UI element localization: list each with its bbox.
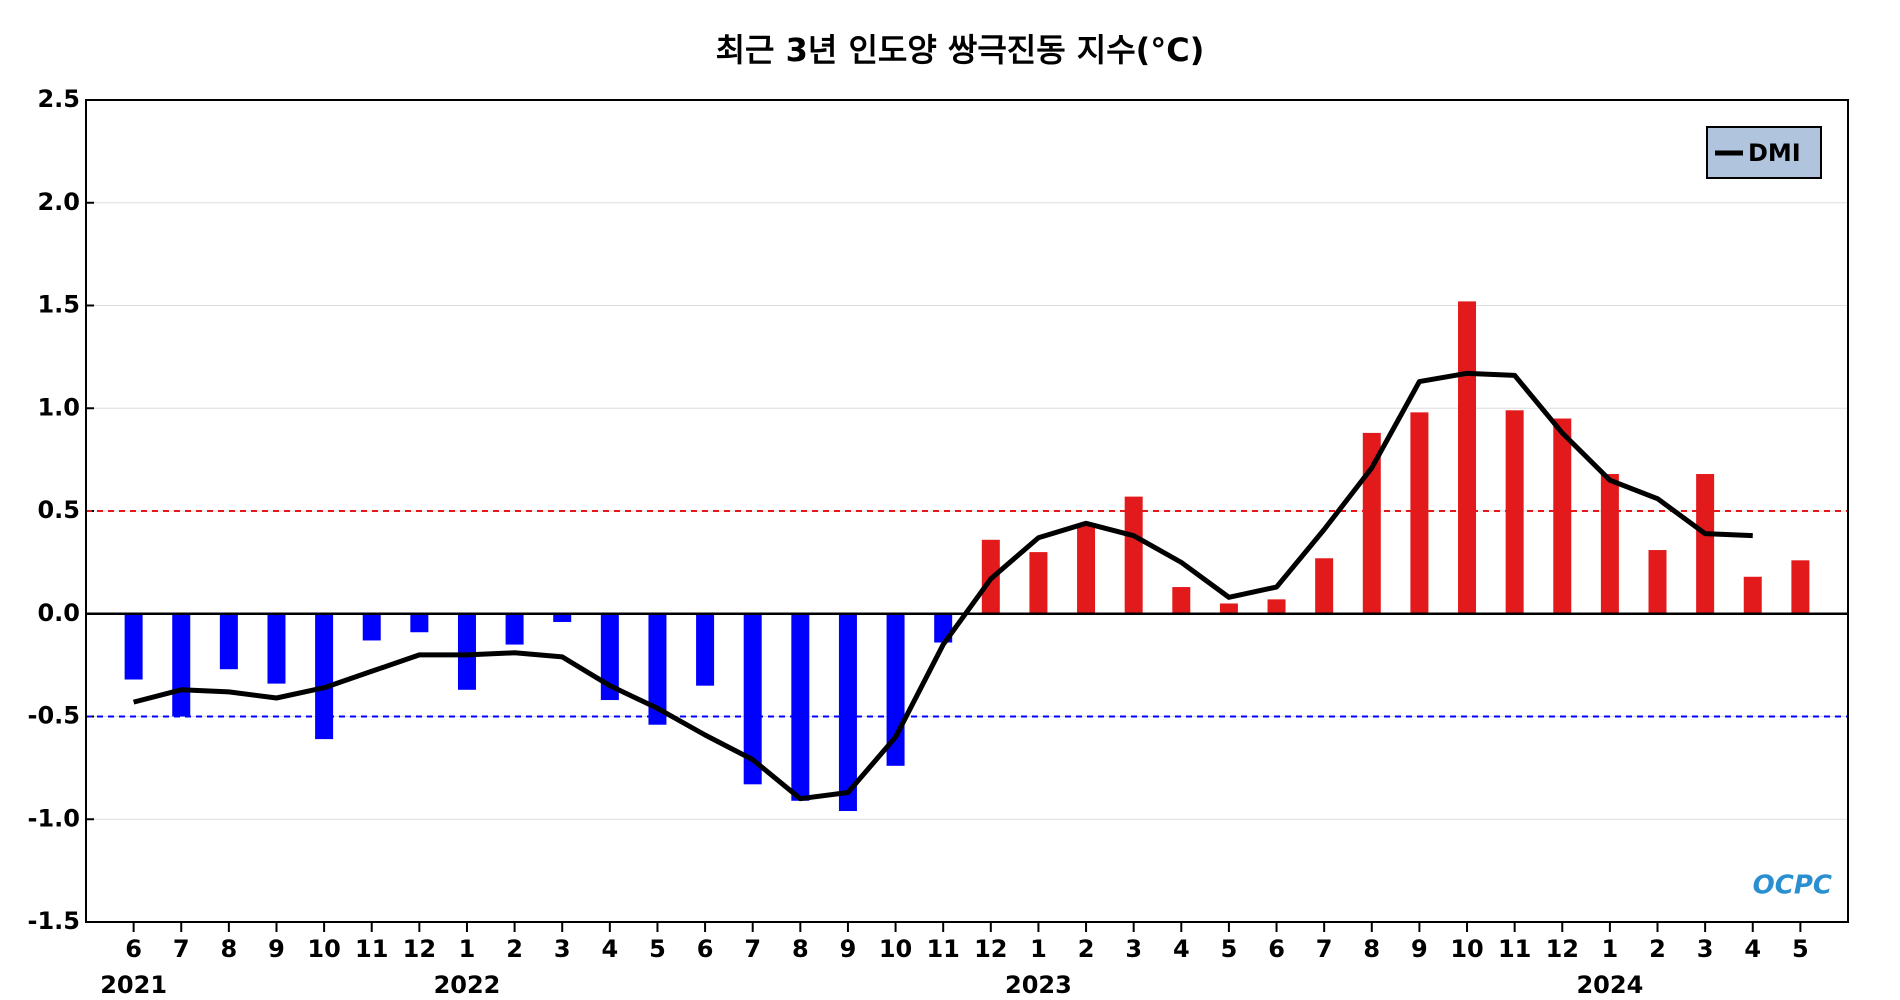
x-tick-label: 6 [1268, 935, 1285, 963]
bar [1743, 576, 1762, 614]
bar [124, 613, 143, 680]
bar [696, 613, 715, 686]
plot-frame [85, 99, 1849, 923]
x-tick-label: 5 [649, 935, 666, 963]
x-tick-label: 4 [1744, 935, 1761, 963]
bar [1410, 412, 1429, 614]
bar [1791, 560, 1810, 614]
bar [1172, 587, 1191, 614]
y-tick-label: -0.5 [28, 702, 80, 730]
chart-title: 최근 3년 인도양 쌍극진동 지수(°C) [716, 31, 1205, 69]
x-tick-label: 9 [840, 935, 857, 963]
x-tick-label: 10 [307, 935, 340, 963]
x-tick-label: 7 [744, 935, 761, 963]
bar [505, 613, 524, 645]
bar [457, 613, 476, 690]
y-tick-label: 0.0 [37, 599, 80, 627]
bar [219, 613, 238, 670]
x-tick-label: 5 [1792, 935, 1809, 963]
x-tick-label: 8 [1363, 935, 1380, 963]
legend: DMI [1706, 126, 1822, 179]
bar [1315, 558, 1334, 614]
bar [648, 613, 667, 725]
bar [743, 613, 762, 785]
x-tick-label: 8 [221, 935, 238, 963]
bar [553, 613, 572, 622]
bar [1458, 301, 1477, 614]
bar [1124, 496, 1143, 614]
x-tick-label: 1 [1602, 935, 1619, 963]
y-tick-label: 2.0 [37, 188, 80, 216]
x-tick-label: 10 [879, 935, 912, 963]
x-tick-label: 8 [792, 935, 809, 963]
logo: OCPC [1753, 871, 1832, 901]
x-tick-label: 3 [1697, 935, 1714, 963]
bar [410, 613, 429, 633]
x-tick-label: 1 [459, 935, 476, 963]
bar [1505, 410, 1524, 614]
x-tick-label: 12 [974, 935, 1007, 963]
x-tick-label: 11 [1498, 935, 1531, 963]
bar [1219, 603, 1238, 614]
x-tick-label: 2 [1078, 935, 1095, 963]
legend-label: DMI [1748, 139, 1801, 167]
y-tick-label: -1.5 [28, 907, 80, 935]
bar [1600, 474, 1619, 614]
year-label: 2021 [100, 971, 167, 999]
x-tick-label: 10 [1450, 935, 1483, 963]
y-tick-label: 0.5 [37, 496, 80, 524]
bar [1362, 432, 1381, 614]
x-tick-label: 11 [926, 935, 959, 963]
bar [1267, 599, 1286, 614]
x-tick-label: 2 [506, 935, 523, 963]
bar [1696, 474, 1715, 614]
bar [315, 613, 334, 740]
x-tick-label: 4 [601, 935, 618, 963]
x-tick-label: 1 [1030, 935, 1047, 963]
bar [362, 613, 381, 641]
x-tick-label: 6 [125, 935, 142, 963]
x-tick-label: 3 [1125, 935, 1142, 963]
x-tick-label: 2 [1649, 935, 1666, 963]
y-tick-label: 1.5 [37, 291, 80, 319]
x-tick-label: 6 [697, 935, 714, 963]
year-label: 2023 [1005, 971, 1072, 999]
x-tick-label: 4 [1173, 935, 1190, 963]
bar [838, 613, 857, 812]
y-tick-label: 1.0 [37, 393, 80, 421]
x-tick-label: 9 [1411, 935, 1428, 963]
x-tick-label: 7 [173, 935, 190, 963]
bar [1029, 552, 1048, 614]
bar [172, 613, 191, 717]
x-tick-label: 5 [1221, 935, 1238, 963]
bar [1553, 418, 1572, 614]
y-tick-label: -1.0 [28, 804, 80, 832]
x-tick-label: 12 [403, 935, 436, 963]
year-label: 2024 [1576, 971, 1643, 999]
bar [791, 613, 810, 801]
x-tick-label: 3 [554, 935, 571, 963]
y-tick-label: 2.5 [37, 85, 80, 113]
x-tick-label: 12 [1546, 935, 1579, 963]
x-tick-label: 9 [268, 935, 285, 963]
bar [1077, 525, 1096, 614]
x-tick-label: 7 [1316, 935, 1333, 963]
x-tick-label: 11 [355, 935, 388, 963]
bar [1648, 550, 1667, 614]
line-series [132, 370, 1753, 802]
bar [267, 613, 286, 684]
bar [600, 613, 619, 701]
year-label: 2022 [434, 971, 501, 999]
